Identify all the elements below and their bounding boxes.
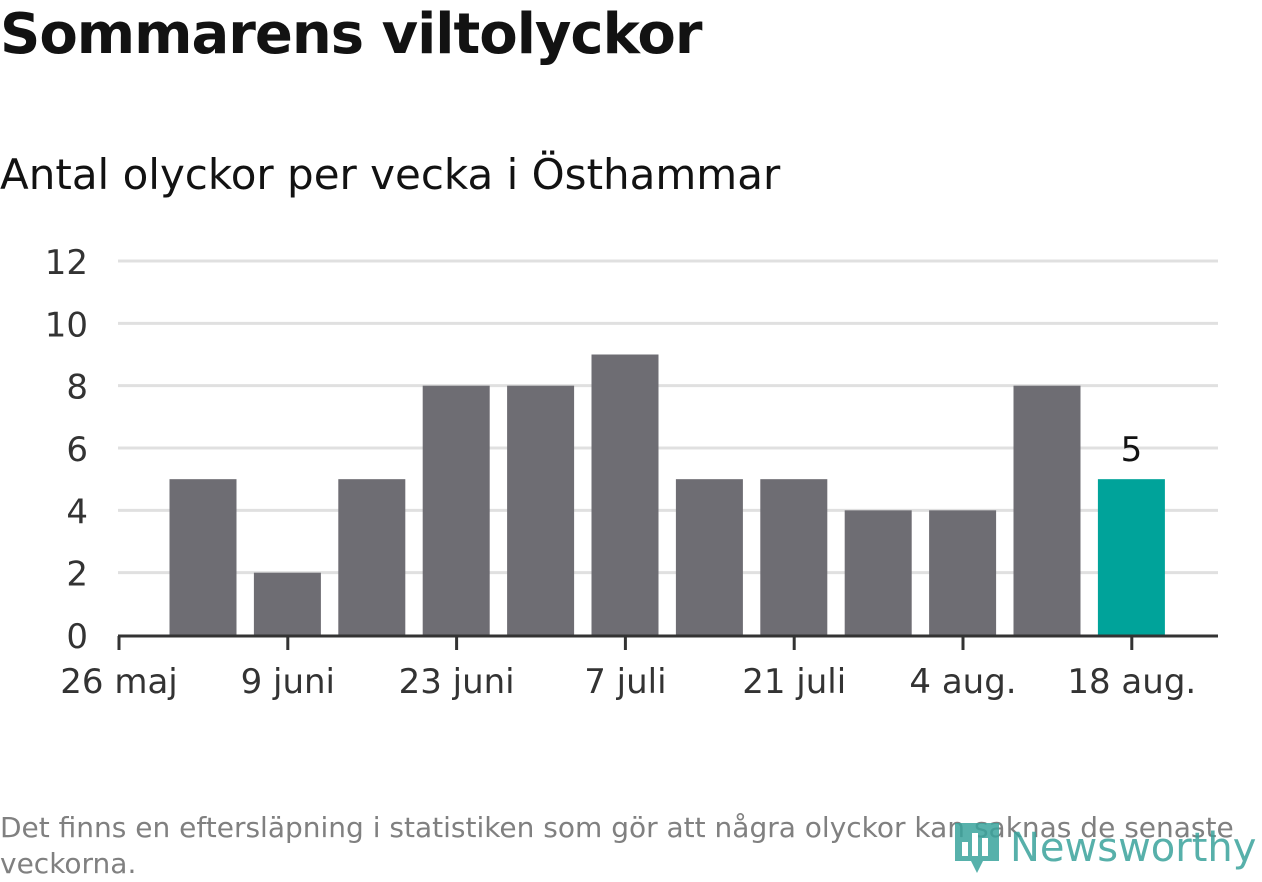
- data-label: 5: [1121, 430, 1143, 470]
- x-tick-label: 21 juli: [742, 662, 846, 702]
- bar: [169, 479, 237, 635]
- y-tick-label: 6: [66, 430, 88, 470]
- bar: [929, 510, 997, 635]
- y-tick-label: 4: [66, 492, 88, 532]
- x-tick-label: 4 aug.: [909, 662, 1016, 702]
- x-tick-label: 18 aug.: [1067, 662, 1196, 702]
- x-tick-label: 26 maj: [60, 662, 177, 702]
- y-tick-label: 12: [45, 243, 88, 283]
- bar-chart-pin-icon: [955, 823, 999, 873]
- bar: [253, 572, 321, 635]
- bar: [675, 479, 743, 635]
- y-tick-label: 0: [66, 617, 88, 657]
- y-tick-label: 2: [66, 555, 88, 595]
- bar: [844, 510, 912, 635]
- bar-highlight: [1097, 479, 1165, 635]
- y-tick-label: 10: [45, 305, 88, 345]
- x-tick-label: 7 juli: [584, 662, 666, 702]
- bar: [422, 385, 490, 635]
- bar: [338, 479, 406, 635]
- footnote: Det finns en eftersläpning i statistiken…: [0, 811, 1234, 880]
- x-tick-label: 9 juni: [241, 662, 335, 702]
- brand-name: Newsworthy: [1010, 825, 1257, 871]
- chart-title: Sommarens viltolyckor: [0, 2, 702, 67]
- bar-chart: 0 2 4 6 8 10 12 5 26 maj 9 juni 23 juni 7 juli 21 ju…: [45, 243, 1218, 702]
- bar: [760, 479, 828, 635]
- bar: [1013, 385, 1081, 635]
- bar: [507, 385, 575, 635]
- y-tick-label: 8: [66, 368, 88, 408]
- newsworthy-logo: Newsworthy: [952, 820, 1256, 876]
- bar: [591, 354, 659, 635]
- chart-subtitle: Antal olyckor per vecka i Östhammar: [0, 150, 781, 199]
- x-tick-label: 23 juni: [399, 662, 515, 702]
